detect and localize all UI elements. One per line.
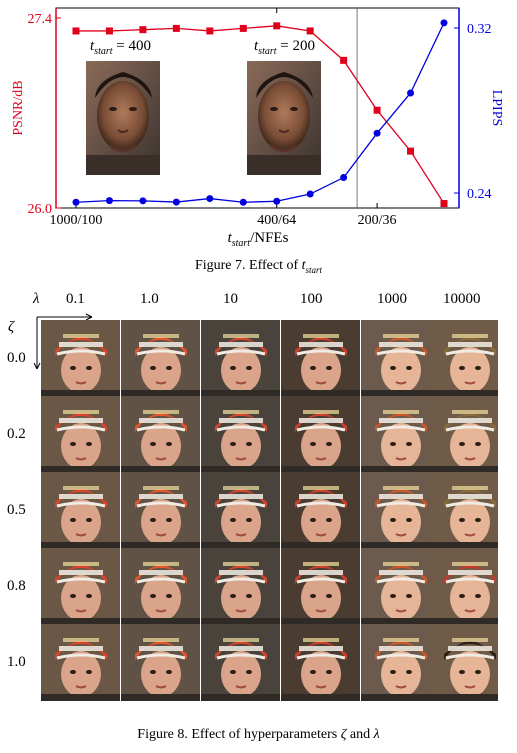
zeta-value-label: 0.5 bbox=[7, 502, 26, 518]
y-right-tick-label: 0.24 bbox=[467, 187, 492, 202]
grid-image-cell bbox=[430, 472, 498, 549]
grid-image-cell bbox=[361, 320, 440, 397]
lpips-point bbox=[407, 89, 415, 97]
y-left-tick-label: 27.4 bbox=[28, 12, 53, 27]
grid-image-cell bbox=[121, 472, 200, 549]
grid-image-cell bbox=[41, 396, 120, 473]
figure7-caption-sub: start bbox=[305, 264, 323, 275]
grid-image-cell bbox=[430, 548, 498, 625]
lambda-value-label: 100 bbox=[300, 291, 323, 307]
psnr-point bbox=[306, 27, 314, 35]
inset-label-200: tstart = 200 bbox=[254, 38, 315, 57]
grid-image-cell bbox=[361, 624, 440, 701]
grid-image-cell bbox=[41, 624, 120, 701]
zeta-value-label: 0.8 bbox=[7, 578, 26, 594]
inset-label-400: tstart = 400 bbox=[90, 38, 151, 57]
figure8-caption-zeta: ζ bbox=[340, 727, 347, 742]
psnr-point bbox=[440, 200, 448, 208]
y-right-tick-label: 0.32 bbox=[467, 22, 492, 37]
axis-arrows bbox=[33, 313, 93, 370]
x-tick-label: 400/64 bbox=[257, 213, 296, 228]
x-tick-label: 1000/100 bbox=[50, 213, 103, 228]
lambda-value-label: 0.1 bbox=[66, 291, 85, 307]
y-label-right: LPIPS bbox=[489, 90, 504, 127]
figure8-caption-text: Figure 8. Effect of hyperparameters bbox=[137, 727, 341, 742]
zeta-value-label: 1.0 bbox=[7, 654, 26, 670]
grid-image-cell bbox=[281, 472, 360, 549]
psnr-point bbox=[407, 147, 415, 155]
lambda-value-label: 1.0 bbox=[140, 291, 159, 307]
figure7-caption-text: Figure 7. Effect of bbox=[194, 258, 302, 273]
lambda-value-label: 10 bbox=[223, 291, 238, 307]
inset-400: tstart = 400 bbox=[86, 38, 160, 175]
grid-image-cell bbox=[430, 320, 498, 397]
grid-image-cell bbox=[281, 396, 360, 473]
zeta-value-label: 0.0 bbox=[7, 350, 26, 366]
lpips-point bbox=[239, 198, 247, 206]
grid-image-cell bbox=[121, 548, 200, 625]
figure8-caption-lambda: λ bbox=[373, 727, 380, 742]
zeta-value-label: 0.2 bbox=[7, 426, 26, 442]
lambda-value-label: 10000 bbox=[443, 291, 481, 307]
psnr-point bbox=[239, 24, 247, 32]
grid-image-cell bbox=[201, 396, 280, 473]
lpips-point bbox=[373, 129, 381, 137]
grid-image-cell bbox=[201, 624, 280, 701]
grid-image-cell bbox=[201, 548, 280, 625]
lpips-point bbox=[172, 198, 180, 206]
grid-image-cell bbox=[281, 624, 360, 701]
grid-image-cell bbox=[121, 624, 200, 701]
y-label-left: PSNR/dB bbox=[11, 80, 26, 135]
x-tick-label: 200/36 bbox=[358, 213, 397, 228]
lpips-point bbox=[306, 190, 314, 198]
lambda-value-label: 1000 bbox=[377, 291, 407, 307]
figure7-caption: Figure 7. Effect of tstart bbox=[0, 258, 517, 275]
psnr-point bbox=[273, 22, 281, 30]
psnr-point bbox=[206, 27, 214, 35]
figure8-caption: Figure 8. Effect of hyperparameters ζ an… bbox=[0, 727, 517, 743]
y-left-tick-label: 26.0 bbox=[28, 202, 53, 217]
grid-image-cell bbox=[430, 396, 498, 473]
grid-image-cell bbox=[361, 472, 440, 549]
grid-image-cell bbox=[121, 396, 200, 473]
psnr-point bbox=[172, 24, 180, 32]
psnr-line bbox=[76, 25, 445, 204]
grid-image-cell bbox=[281, 548, 360, 625]
figure8-caption-and: and bbox=[346, 727, 374, 742]
psnr-point bbox=[373, 106, 381, 114]
grid-image-cell bbox=[41, 472, 120, 549]
grid-image-cell bbox=[361, 396, 440, 473]
lpips-point bbox=[139, 197, 147, 205]
lpips-point bbox=[440, 19, 448, 27]
grid-image-cell bbox=[41, 320, 120, 397]
lpips-point bbox=[340, 174, 348, 182]
lpips-point bbox=[273, 197, 281, 205]
lambda-symbol: λ bbox=[33, 291, 40, 307]
lpips-point bbox=[72, 198, 80, 206]
grid-image-cell bbox=[430, 624, 498, 701]
zeta-symbol: ζ bbox=[8, 319, 15, 335]
face-photo-400 bbox=[86, 61, 160, 175]
grid-image-cell bbox=[281, 320, 360, 397]
x-label: tstart/NFEs bbox=[228, 230, 289, 249]
lpips-point bbox=[206, 195, 214, 203]
figure7-caption-var: t bbox=[301, 258, 306, 273]
psnr-point bbox=[72, 27, 80, 35]
grid-image-cell bbox=[201, 320, 280, 397]
grid-image-cell bbox=[41, 548, 120, 625]
psnr-point bbox=[340, 56, 348, 64]
lpips-line bbox=[75, 22, 445, 203]
psnr-point bbox=[105, 27, 113, 35]
lpips-point bbox=[105, 197, 113, 205]
figure7-chart: tstart = 400 tstart = 200 1000/100 400/64… bbox=[11, 7, 504, 249]
face-photo-200 bbox=[247, 61, 321, 175]
psnr-point bbox=[139, 26, 147, 34]
figure8-grid: λ ζ 0.1 1.0 10 100 1000 10000 0.0 0.2 0.5 0.8 1.0 bbox=[0, 285, 517, 715]
grid-image-cell bbox=[201, 472, 280, 549]
grid-image-cell bbox=[121, 320, 200, 397]
inset-200: tstart = 200 bbox=[247, 38, 321, 175]
grid-image-cell bbox=[361, 548, 440, 625]
